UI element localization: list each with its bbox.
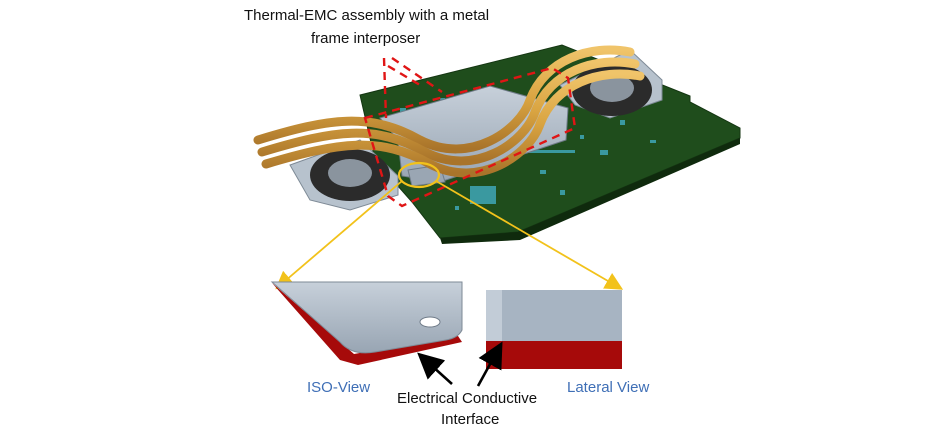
callout-line-2: Interface xyxy=(441,411,500,428)
figure-title-line-2: frame interposer xyxy=(311,30,421,47)
arrow-icon xyxy=(417,352,453,385)
callout-line-1: Electrical Conductive xyxy=(397,390,538,407)
iso-view-detail xyxy=(270,281,463,365)
figure-title-line-1: Thermal-EMC assembly with a metal xyxy=(244,7,490,24)
arrow-icon xyxy=(435,180,624,290)
arrow-icon xyxy=(476,341,503,387)
lateral-view-detail xyxy=(486,290,622,369)
lateral-view-label: Lateral View xyxy=(567,379,650,396)
arrow-icon xyxy=(275,180,403,290)
frame-highlight xyxy=(363,57,577,208)
callout-arrows xyxy=(417,341,503,387)
zoom-arrows xyxy=(275,180,624,290)
zoom-circle-icon xyxy=(397,161,441,189)
iso-view-label: ISO-View xyxy=(307,379,371,396)
heat-pipe-icon xyxy=(253,45,645,178)
